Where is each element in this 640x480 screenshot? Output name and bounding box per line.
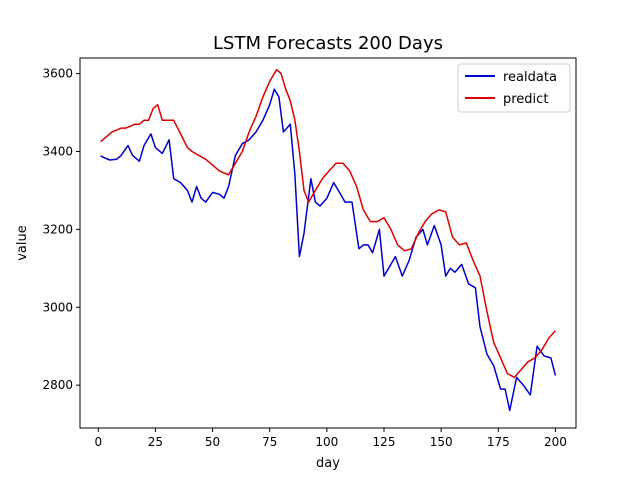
y-tick-label: 3200	[42, 222, 73, 236]
chart-title: LSTM Forecasts 200 Days	[213, 33, 443, 54]
series-lines	[100, 68, 557, 412]
y-axis-label: value	[15, 225, 30, 261]
x-tick-label: 200	[544, 435, 567, 449]
plot-frame	[79, 57, 577, 429]
x-tick-label: 25	[148, 435, 163, 449]
x-tick-label: 75	[262, 435, 277, 449]
axis-ticks: 0 25 50 75 100 125 150 175 200 2800 3000 3200 3400 36…	[42, 67, 566, 449]
x-tick-label: 125	[373, 435, 396, 449]
y-tick-label: 3600	[42, 67, 73, 81]
series-line-predict	[100, 68, 556, 379]
legend-label-predict: predict	[503, 92, 548, 107]
y-tick-label: 3400	[42, 144, 73, 158]
legend-label-realdata: realdata	[503, 70, 557, 85]
y-tick-label: 2800	[42, 378, 73, 392]
x-axis-label: day	[316, 456, 340, 471]
x-tick-label: 100	[315, 435, 338, 449]
legend: realdata predict	[457, 63, 571, 113]
x-tick-label: 0	[94, 435, 102, 449]
x-tick-label: 150	[430, 435, 453, 449]
x-tick-label: 175	[487, 435, 510, 449]
x-tick-label: 50	[205, 435, 220, 449]
series-line-realdata	[100, 88, 557, 412]
y-tick-label: 3000	[42, 300, 73, 314]
